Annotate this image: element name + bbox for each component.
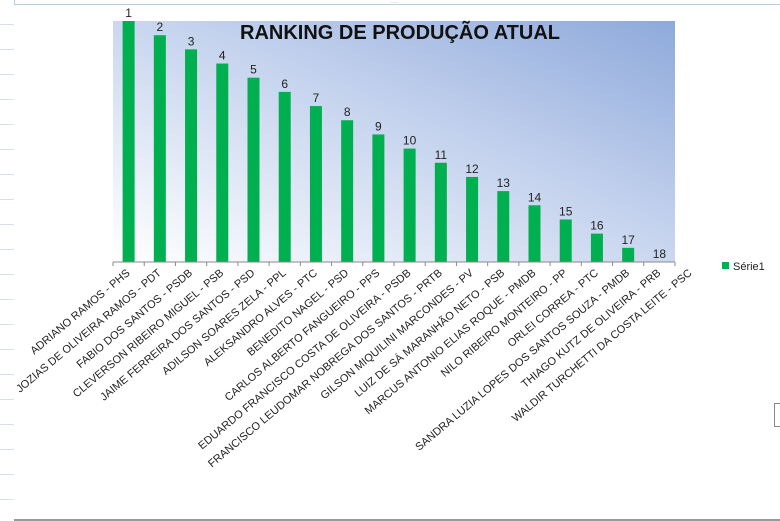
bar[interactable] xyxy=(309,106,322,262)
data-label: 9 xyxy=(375,119,382,133)
data-label: 17 xyxy=(621,233,635,247)
data-label: 13 xyxy=(497,176,511,190)
data-label: 2 xyxy=(156,20,163,34)
data-label: 15 xyxy=(559,204,573,218)
data-label: 1 xyxy=(125,6,132,20)
bar[interactable] xyxy=(466,176,479,262)
bar[interactable] xyxy=(278,91,291,262)
bar[interactable] xyxy=(528,205,541,262)
data-label: 10 xyxy=(403,134,417,148)
bar[interactable] xyxy=(153,35,166,263)
legend-label: Série1 xyxy=(733,261,765,273)
bar[interactable] xyxy=(590,233,603,262)
data-label: 12 xyxy=(465,162,479,176)
chart-title: RANKING DE PRODUÇÃO ATUAL xyxy=(240,21,560,44)
bar[interactable] xyxy=(622,247,635,262)
bar[interactable] xyxy=(247,77,260,263)
bar[interactable] xyxy=(341,120,354,262)
bar[interactable] xyxy=(122,21,135,262)
spreadsheet-row-strip xyxy=(0,0,15,521)
legend-swatch xyxy=(722,262,729,269)
plot-area xyxy=(113,21,675,262)
data-label: 3 xyxy=(188,34,195,48)
bar[interactable] xyxy=(497,191,510,262)
data-label: 5 xyxy=(250,63,257,77)
data-label: 16 xyxy=(590,219,604,233)
data-label: 11 xyxy=(435,148,448,162)
bar[interactable] xyxy=(185,49,198,263)
data-label: 6 xyxy=(281,77,288,91)
scroll-box[interactable] xyxy=(774,403,780,427)
chart-resize-handle[interactable]: ···· xyxy=(390,0,398,6)
bar[interactable] xyxy=(403,148,416,262)
data-label: 4 xyxy=(219,49,226,63)
bar[interactable] xyxy=(434,162,447,262)
bar[interactable] xyxy=(372,134,385,262)
data-label: 8 xyxy=(344,105,351,119)
bar[interactable] xyxy=(559,219,572,262)
bar[interactable] xyxy=(216,63,229,262)
data-label: 18 xyxy=(653,247,667,261)
data-label: 7 xyxy=(313,91,320,105)
data-label: 14 xyxy=(528,190,542,204)
